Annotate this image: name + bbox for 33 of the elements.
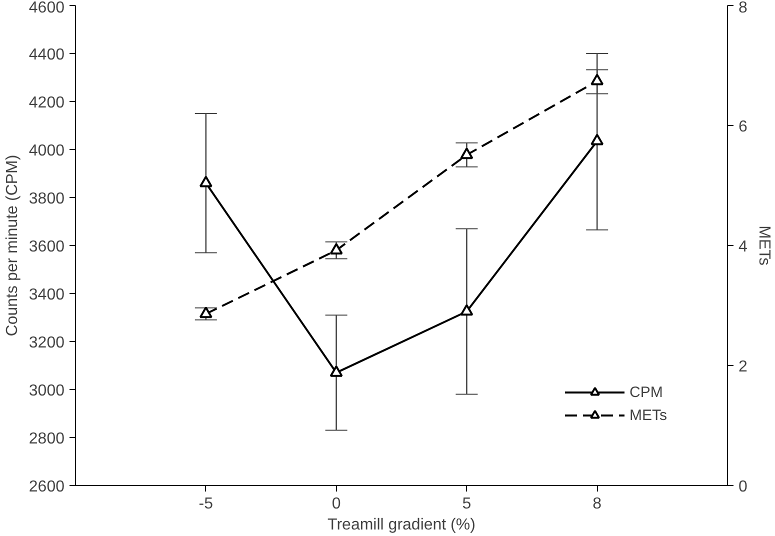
x-tick-label: 8: [592, 496, 602, 512]
y2-axis-title: METs: [755, 226, 772, 266]
y2-tick-label: 2: [738, 358, 748, 376]
x-tick-label: -5: [198, 496, 214, 512]
point: [199, 176, 212, 188]
y-tick-label: 4000: [28, 142, 65, 160]
y-tick-label: 4200: [28, 94, 65, 112]
y-tick-label: 3800: [28, 190, 65, 208]
y-tick-label: 3400: [28, 286, 65, 304]
y-tick-label: 2800: [28, 430, 65, 448]
y-tick-label: 3600: [28, 238, 65, 256]
legend-label: METs: [630, 406, 667, 424]
y2-tick-label: 8: [738, 0, 748, 16]
point: [460, 304, 474, 316]
y-tick-label: 4400: [28, 46, 65, 64]
y-tick-label: 3200: [28, 334, 65, 352]
y-tick-label: 3000: [28, 382, 65, 400]
y-tick-label: 4600: [28, 0, 65, 16]
point: [460, 148, 474, 160]
point: [590, 134, 604, 146]
point: [199, 306, 212, 318]
y2-tick-label: 4: [738, 238, 748, 256]
point: [330, 242, 343, 254]
y2-tick-label: 6: [738, 118, 748, 136]
x-tick-label: 0: [332, 496, 341, 512]
y2-tick-label: 0: [738, 478, 748, 496]
point: [590, 74, 604, 86]
y-axis-title: Counts per minute (CPM): [4, 154, 21, 336]
legend-label: CPM: [630, 384, 663, 400]
point: [330, 365, 343, 377]
x-tick-label: 5: [462, 496, 472, 512]
x-axis-title: Treamill gradient (%): [328, 516, 476, 534]
y-tick-label: 2600: [28, 478, 65, 496]
